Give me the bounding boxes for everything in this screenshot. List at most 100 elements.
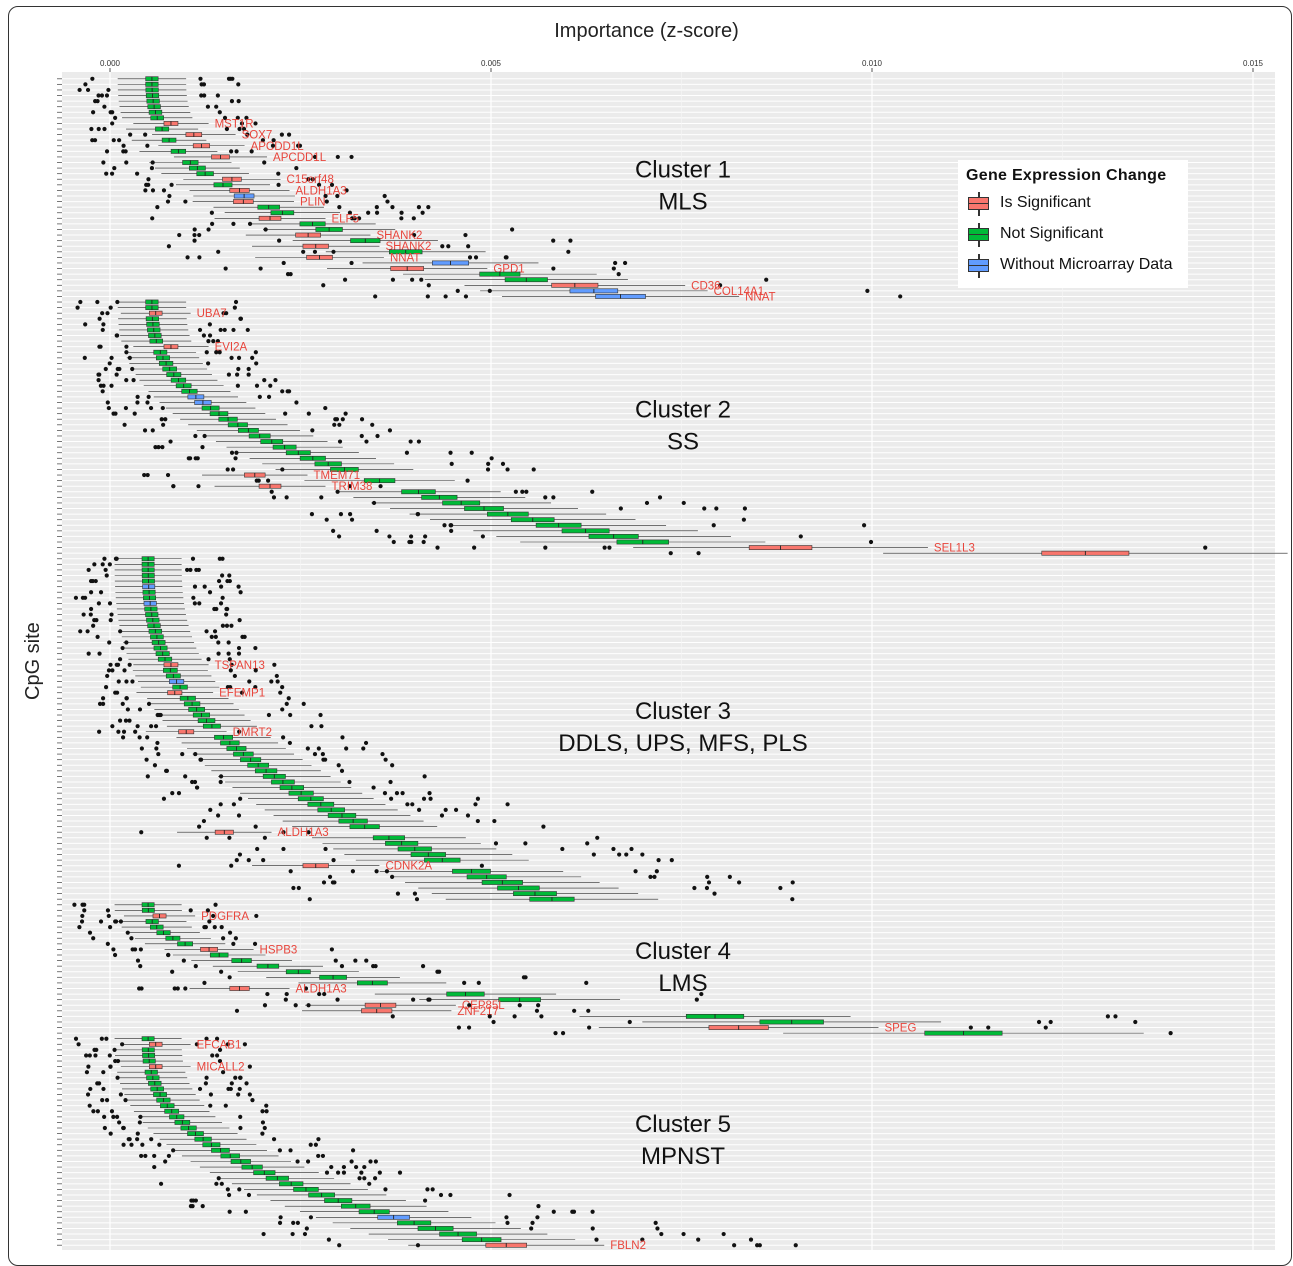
cluster-subtitle: MLS — [658, 189, 707, 216]
outlier-point — [736, 880, 742, 885]
outlier-point — [415, 512, 421, 517]
outlier-point — [124, 696, 129, 701]
outlier-point — [108, 1131, 113, 1136]
outlier-point — [211, 913, 216, 919]
outlier-point — [218, 774, 224, 779]
outlier-point — [84, 1053, 89, 1058]
outlier-point — [699, 991, 704, 997]
outlier-point — [216, 651, 221, 656]
outlier-point — [194, 785, 200, 790]
outlier-point — [368, 1159, 373, 1164]
outlier-point — [388, 779, 393, 785]
outlier-point — [607, 545, 612, 550]
outlier-point — [320, 1153, 326, 1159]
outlier-point — [188, 908, 193, 913]
outlier-point — [110, 121, 115, 126]
outlier-point — [201, 82, 207, 87]
outlier-point — [216, 249, 221, 254]
outlier-point — [197, 232, 202, 238]
outlier-point — [194, 1042, 199, 1047]
outlier-point — [487, 1014, 492, 1019]
outlier-point — [297, 143, 303, 148]
gene-label: TRIM38 — [331, 481, 372, 493]
outlier-point — [373, 294, 378, 299]
outlier-point — [217, 1047, 223, 1052]
outlier-point — [224, 311, 229, 316]
outlier-point — [104, 171, 109, 176]
outlier-point — [335, 154, 340, 160]
outlier-point — [262, 160, 267, 165]
outlier-point — [124, 679, 129, 684]
outlier-point — [294, 400, 299, 405]
outlier-point — [85, 87, 91, 93]
outlier-point — [324, 199, 329, 204]
outlier-point — [143, 1153, 148, 1159]
outlier-point — [81, 612, 86, 617]
outlier-point — [349, 1159, 354, 1164]
outlier-point — [329, 947, 334, 952]
outlier-point — [100, 311, 105, 316]
outlier-point — [180, 751, 185, 757]
outlier-point — [105, 908, 111, 913]
outlier-point — [76, 1042, 81, 1047]
outlier-point — [276, 171, 281, 176]
outlier-point — [294, 165, 299, 171]
outlier-point — [98, 383, 103, 388]
outlier-point — [449, 461, 454, 466]
outlier-point — [277, 1148, 282, 1153]
outlier-point — [135, 958, 141, 963]
outlier-point — [228, 685, 233, 690]
outlier-point — [138, 1114, 143, 1119]
outlier-point — [1133, 1019, 1138, 1025]
outlier-point — [87, 1103, 92, 1108]
outlier-point — [114, 556, 119, 561]
outlier-point — [220, 623, 225, 628]
outlier-point — [97, 316, 102, 321]
outlier-point — [222, 115, 228, 120]
outlier-point — [448, 1192, 453, 1198]
outlier-point — [101, 701, 106, 706]
gene-label: SHANK2 — [376, 230, 422, 242]
outlier-point — [349, 260, 354, 266]
outlier-point — [133, 729, 138, 734]
outlier-point — [188, 1204, 194, 1209]
outlier-point — [96, 372, 101, 377]
outlier-point — [156, 445, 161, 450]
outlier-point — [543, 545, 548, 550]
outlier-point — [288, 1148, 293, 1153]
outlier-point — [505, 1220, 510, 1225]
outlier-point — [97, 651, 102, 656]
outlier-point — [227, 573, 232, 578]
outlier-point — [243, 1209, 248, 1214]
outlier-point — [227, 835, 232, 840]
outlier-point — [91, 110, 96, 115]
outlier-point — [101, 322, 106, 327]
outlier-point — [212, 629, 218, 634]
outlier-point — [77, 87, 82, 93]
outlier-point — [121, 729, 127, 734]
outlier-point — [1036, 1019, 1042, 1025]
outlier-point — [254, 361, 259, 366]
outlier-point — [241, 126, 247, 132]
outlier-point — [653, 1220, 658, 1225]
outlier-point — [101, 160, 106, 165]
outlier-point — [373, 1159, 378, 1164]
outlier-point — [226, 1192, 232, 1198]
outlier-point — [309, 512, 315, 517]
outlier-point — [206, 338, 211, 344]
outlier-point — [176, 791, 182, 796]
outlier-point — [312, 751, 318, 757]
outlier-point — [170, 791, 175, 796]
outlier-point — [152, 763, 158, 768]
outlier-point — [335, 193, 340, 199]
outlier-point — [741, 517, 746, 522]
outlier-point — [198, 757, 204, 762]
gene-label: TMEM71 — [314, 470, 361, 482]
outlier-point — [244, 1081, 249, 1086]
outlier-point — [390, 1014, 395, 1019]
outlier-point — [260, 138, 266, 143]
outlier-point — [103, 685, 109, 690]
gene-label: SOX7 — [242, 130, 273, 142]
outlier-point — [226, 651, 231, 656]
outlier-point — [644, 500, 650, 506]
